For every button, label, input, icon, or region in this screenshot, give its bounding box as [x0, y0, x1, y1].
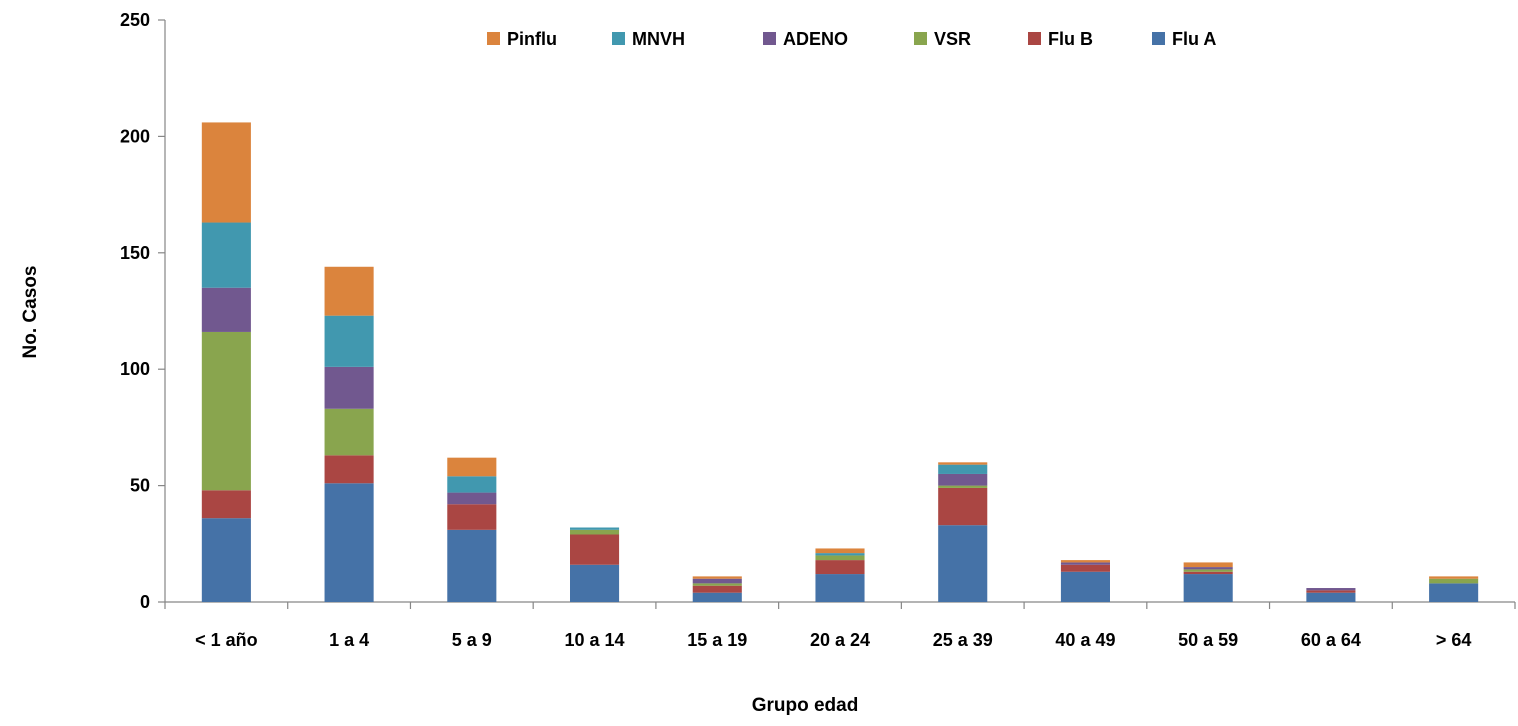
bar-segment — [1060, 562, 1110, 565]
x-tick-label: 5 a 9 — [452, 630, 492, 650]
bar-segment — [938, 525, 988, 602]
bar-segment — [692, 578, 742, 584]
y-tick-label: 250 — [120, 10, 150, 30]
bar-segment — [938, 485, 988, 488]
bar-segment — [324, 483, 374, 602]
bar-segment — [201, 122, 251, 223]
bar-segment — [201, 331, 251, 491]
bar-segment — [692, 585, 742, 593]
bar-segment — [324, 315, 374, 367]
y-tick-label: 150 — [120, 243, 150, 263]
y-tick-label: 200 — [120, 126, 150, 146]
bar-segment — [570, 564, 620, 602]
bar-segment — [815, 548, 865, 554]
bar-segment — [1306, 588, 1356, 591]
legend-swatch — [612, 32, 625, 45]
bar-segment — [938, 464, 988, 474]
bar-segment — [692, 592, 742, 602]
x-tick-label: < 1 año — [195, 630, 258, 650]
bar-segment — [1060, 571, 1110, 602]
bar-segment — [447, 504, 497, 530]
bar-segment — [447, 529, 497, 602]
legend-label: MNVH — [632, 29, 685, 49]
tick-labels: 0 50 100 150 200 250 < 1 año 1 a 4 5 a 9 10 a 14 1… — [120, 10, 1471, 650]
bar-segment — [815, 555, 865, 561]
bar-segment — [1183, 562, 1233, 568]
bar-segment — [201, 222, 251, 288]
legend-label: ADENO — [783, 29, 848, 49]
bar-segment — [1183, 567, 1233, 570]
x-tick-label: 15 a 19 — [687, 630, 747, 650]
bar-segment — [324, 455, 374, 484]
bar-segment — [1306, 590, 1356, 593]
y-tick-label: 0 — [140, 592, 150, 612]
bar-segment — [1183, 571, 1233, 575]
bar-segment — [324, 366, 374, 409]
bar-segment — [938, 487, 988, 526]
bar-segment — [1183, 574, 1233, 602]
y-tick-label: 50 — [130, 476, 150, 496]
legend-swatch — [1152, 32, 1165, 45]
x-tick-label: 10 a 14 — [565, 630, 625, 650]
bar-segment — [201, 518, 251, 602]
x-tick-label: 40 a 49 — [1055, 630, 1115, 650]
legend-swatch — [914, 32, 927, 45]
legend-label: Flu B — [1048, 29, 1093, 49]
bar-segment — [815, 553, 865, 556]
bar-segment — [1183, 569, 1233, 572]
bar-segment — [1429, 578, 1479, 584]
y-tick-label: 100 — [120, 359, 150, 379]
bars — [201, 122, 1479, 602]
x-tick-label: 1 a 4 — [329, 630, 369, 650]
bar-segment — [938, 462, 988, 465]
bar-segment — [1429, 576, 1479, 579]
y-axis-title: No. Casos — [20, 266, 41, 359]
legend-swatch — [1028, 32, 1041, 45]
bar-segment — [938, 473, 988, 486]
x-tick-label: > 64 — [1436, 630, 1472, 650]
bar-segment — [692, 576, 742, 579]
bar-segment — [692, 583, 742, 586]
bar-segment — [201, 287, 251, 332]
bar-segment — [447, 457, 497, 477]
bar-segment — [570, 529, 620, 535]
bar-segment — [324, 408, 374, 456]
legend-swatch — [763, 32, 776, 45]
bar-segment — [447, 492, 497, 505]
x-axis-title: Grupo edad — [752, 695, 859, 716]
bar-segment — [201, 490, 251, 519]
bar-segment — [815, 574, 865, 602]
bar-segment — [324, 266, 374, 316]
legend-swatch — [487, 32, 500, 45]
bar-segment — [1060, 560, 1110, 563]
bar-segment — [570, 534, 620, 565]
bar-segment — [1060, 564, 1110, 572]
x-tick-label: 20 a 24 — [810, 630, 870, 650]
legend: Pinflu MNVH ADENO VSR Flu B Flu A — [487, 29, 1216, 49]
bar-segment — [1429, 583, 1479, 602]
x-tick-label: 25 a 39 — [933, 630, 993, 650]
bar-segment — [570, 527, 620, 530]
bar-segment — [815, 560, 865, 575]
x-tick-label: 50 a 59 — [1178, 630, 1238, 650]
legend-label: Flu A — [1172, 29, 1216, 49]
bar-segment — [1306, 592, 1356, 602]
bar-segment — [447, 476, 497, 493]
legend-label: VSR — [934, 29, 971, 49]
x-tick-label: 60 a 64 — [1301, 630, 1361, 650]
legend-label: Pinflu — [507, 29, 557, 49]
